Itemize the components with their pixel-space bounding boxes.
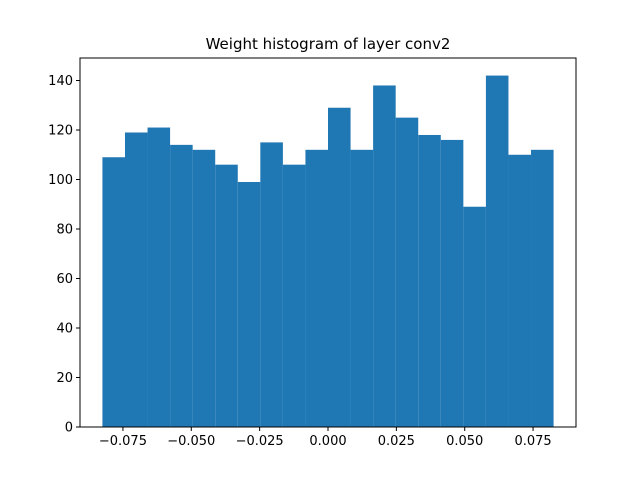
histogram-bar bbox=[395, 117, 419, 427]
y-tick-label: 0 bbox=[65, 421, 73, 436]
y-tick-label: 100 bbox=[48, 173, 73, 188]
x-tick-label: 0.025 bbox=[378, 434, 415, 449]
chart-title: Weight histogram of layer conv2 bbox=[206, 35, 451, 53]
x-tick-label: 0.000 bbox=[309, 434, 346, 449]
histogram-bar bbox=[237, 181, 261, 427]
histogram-bar bbox=[440, 139, 464, 427]
histogram-bar bbox=[463, 206, 486, 427]
x-tick-label: −0.075 bbox=[99, 434, 147, 449]
y-tick-label: 60 bbox=[56, 272, 73, 287]
y-tick-label: 80 bbox=[56, 223, 73, 238]
histogram-bar bbox=[147, 127, 171, 427]
y-tick-label: 140 bbox=[48, 74, 73, 89]
x-tick-label: 0.050 bbox=[446, 434, 483, 449]
y-tick-label: 40 bbox=[56, 322, 73, 337]
y-tick-label: 20 bbox=[56, 371, 73, 386]
histogram-bar bbox=[282, 164, 306, 427]
histogram-bar bbox=[305, 149, 328, 427]
histogram-bar bbox=[215, 164, 238, 427]
histogram-bar bbox=[485, 75, 509, 428]
y-tick-label: 120 bbox=[48, 124, 73, 139]
histogram-bar bbox=[260, 142, 283, 428]
histogram-bar bbox=[124, 132, 148, 427]
bars-group bbox=[102, 75, 554, 428]
x-tick-label: −0.025 bbox=[236, 434, 284, 449]
x-tick-label: 0.075 bbox=[514, 434, 551, 449]
histogram-bar bbox=[350, 149, 374, 427]
histogram-bar bbox=[170, 144, 193, 428]
histogram-bar bbox=[508, 154, 532, 427]
histogram-bar bbox=[418, 134, 441, 427]
x-tick-label: −0.050 bbox=[167, 434, 215, 449]
axes-group: −0.075 −0.050 −0.025 0.000 0.025 0.050 0.075 0 2… bbox=[48, 57, 577, 449]
histogram-bar bbox=[328, 107, 351, 427]
histogram-bar bbox=[102, 157, 125, 427]
histogram-bar bbox=[192, 149, 216, 427]
histogram-bar bbox=[373, 85, 396, 427]
histogram-bar bbox=[531, 149, 554, 427]
